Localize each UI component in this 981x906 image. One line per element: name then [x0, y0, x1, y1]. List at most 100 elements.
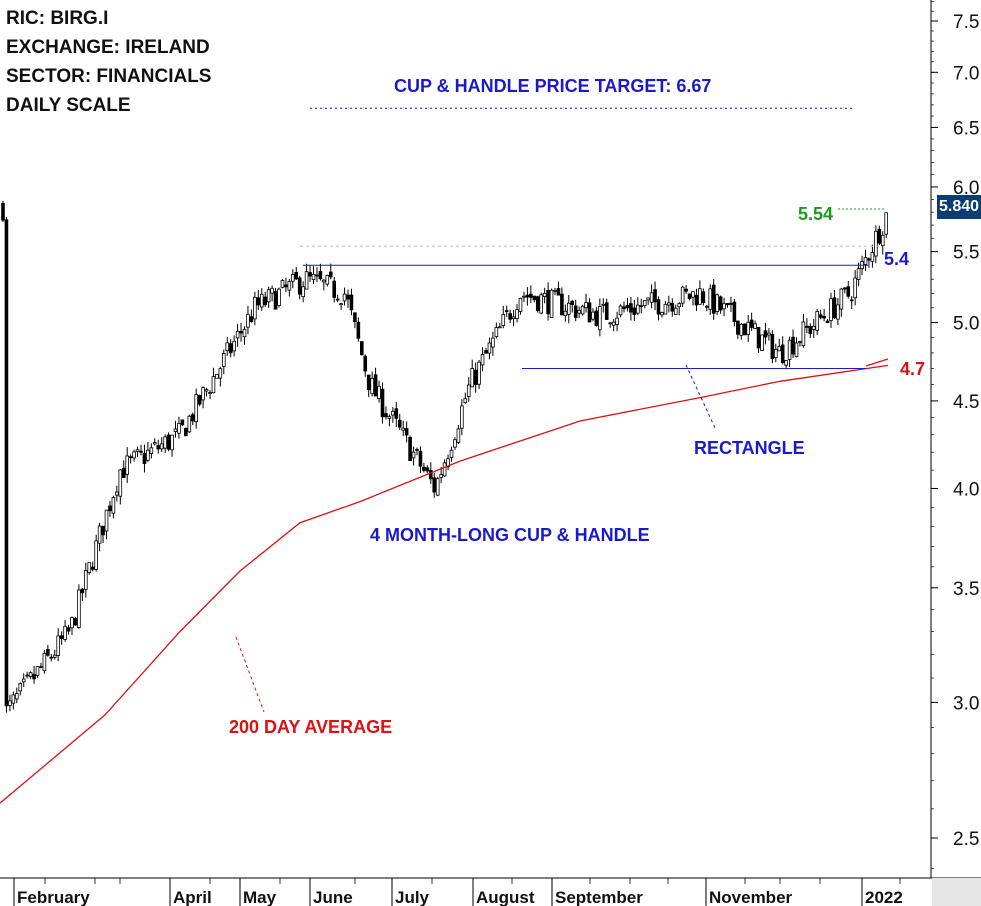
candle	[460, 399, 464, 436]
candle	[584, 293, 588, 313]
candle	[87, 562, 92, 575]
candle	[874, 225, 878, 264]
candle	[184, 427, 188, 437]
candle	[366, 374, 371, 398]
candle	[194, 388, 199, 429]
candle	[356, 317, 361, 342]
candle	[328, 263, 333, 280]
candle	[477, 360, 481, 390]
candle	[742, 323, 747, 336]
candle	[73, 616, 78, 626]
candle	[718, 295, 723, 314]
candle	[190, 412, 195, 425]
candle	[701, 288, 706, 306]
x-tick-label: November	[709, 888, 793, 906]
candle	[11, 691, 16, 710]
last-price-tag: 5.840	[937, 195, 981, 219]
candle	[653, 281, 657, 311]
candle	[311, 266, 316, 285]
candle	[287, 278, 292, 297]
candle	[649, 284, 654, 309]
exchange-label: EXCHANGE: IRELAND	[6, 37, 210, 58]
y-tick-label: 6.5	[953, 118, 979, 139]
candle	[70, 616, 74, 636]
candle	[608, 322, 612, 328]
candle	[791, 329, 795, 358]
candle	[104, 509, 109, 540]
candle	[470, 359, 474, 388]
candle	[870, 244, 875, 268]
candle	[294, 267, 299, 280]
candle	[518, 297, 523, 315]
candle	[121, 460, 126, 478]
candle	[784, 360, 788, 370]
candle	[504, 305, 509, 317]
y-tick-label: 2.5	[953, 829, 979, 850]
candle	[560, 287, 564, 316]
candle	[14, 687, 19, 704]
candle	[787, 336, 792, 368]
candle	[770, 330, 775, 364]
candle	[722, 297, 726, 317]
candle	[839, 287, 844, 317]
candle	[32, 666, 36, 684]
candle	[698, 280, 702, 305]
candle	[125, 447, 130, 483]
candle	[570, 299, 575, 313]
candle	[453, 437, 457, 450]
y-tick-label: 7.0	[953, 63, 979, 84]
candle	[867, 257, 871, 268]
candle	[494, 322, 499, 339]
ric-label: RIC: BIRG.I	[6, 8, 109, 29]
candle	[884, 212, 888, 238]
candle	[829, 292, 833, 328]
candle	[546, 282, 550, 321]
candle	[308, 265, 312, 282]
candle	[456, 425, 461, 445]
candle	[239, 322, 243, 342]
candle	[539, 292, 543, 315]
candle	[142, 444, 147, 473]
candle	[594, 307, 599, 327]
candle	[508, 309, 512, 324]
y-tick-label: 3.0	[953, 693, 979, 714]
candle	[646, 297, 650, 305]
price-target-label: CUP & HANDLE PRICE TARGET: 6.67	[394, 76, 712, 96]
candle	[318, 263, 323, 281]
candle	[687, 293, 692, 301]
candle	[598, 298, 602, 337]
candle	[111, 495, 116, 519]
candle	[232, 335, 236, 357]
candle	[425, 465, 430, 474]
candle	[629, 297, 633, 321]
candle	[342, 287, 347, 306]
candle	[349, 288, 354, 316]
candle	[146, 442, 150, 463]
candle	[856, 262, 861, 287]
candle	[187, 414, 192, 434]
candle	[80, 587, 85, 602]
candle	[97, 522, 102, 552]
candle	[573, 299, 578, 322]
candle	[515, 304, 519, 323]
x-tick-label: August	[476, 888, 535, 906]
candle	[749, 312, 754, 331]
candle	[780, 336, 785, 365]
candle	[691, 291, 695, 306]
candle	[8, 694, 12, 712]
candle	[604, 298, 609, 320]
candle	[639, 298, 644, 314]
candle	[77, 584, 81, 629]
x-axis: February April May June July August September N…	[0, 877, 981, 906]
candle	[197, 394, 202, 407]
candle	[715, 293, 719, 316]
candle	[277, 287, 281, 308]
candle	[225, 336, 230, 356]
candle	[853, 269, 857, 306]
candle	[235, 323, 240, 347]
candle	[263, 291, 267, 307]
candle	[18, 682, 23, 696]
candle	[663, 300, 668, 315]
candle	[159, 437, 164, 453]
y-tick-label: 5.5	[953, 243, 979, 264]
